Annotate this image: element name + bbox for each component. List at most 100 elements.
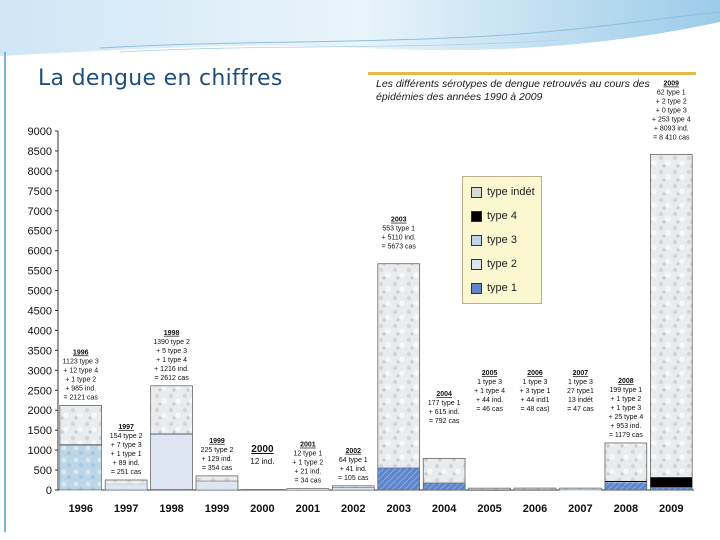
x-tick-label: 1998 — [159, 503, 183, 515]
annotation-line: + 985 ind. — [65, 385, 96, 392]
bar-segment-type-2-1997 — [104, 483, 148, 491]
slide-title: La dengue en chiffres — [38, 66, 283, 91]
y-tick-label: 8500 — [28, 146, 52, 158]
bar-segment-type-3-2001 — [286, 489, 329, 490]
annotation-line: 199 type 1 — [610, 387, 643, 394]
y-tick-label: 8000 — [28, 166, 52, 178]
annotation-line: + 129 ind. — [202, 456, 233, 463]
legend-entry-type-3: type 3 — [471, 233, 517, 247]
annotation-line: = 34 cas — [295, 478, 322, 485]
annotation-line: = 792 cas — [429, 418, 460, 425]
legend-swatch-type-1 — [471, 282, 482, 294]
annotation-line: 1 type 3 — [477, 379, 502, 386]
bar-segment-type-2-1996 — [59, 489, 102, 491]
annotation-line: = 354 cas — [202, 465, 233, 472]
y-tick-label: 3500 — [28, 345, 52, 357]
legend-swatch-type-3 — [471, 234, 482, 246]
annotation-line: + 44 ind. — [476, 397, 503, 404]
x-tick-label: 2000 — [250, 503, 274, 515]
x-tick-label: 1996 — [68, 503, 92, 515]
bar-segment-type-3-1996 — [59, 444, 102, 491]
annotation-year: 1997 — [118, 424, 134, 431]
annotation-line: + 0 type 3 — [656, 108, 687, 115]
bar-segment-type-1-2008 — [604, 481, 648, 491]
x-tick-label: 2007 — [568, 503, 592, 515]
annotation-year: 2009 — [663, 81, 679, 88]
y-tick-label: 5000 — [28, 286, 52, 298]
annotation-line: + 7 type 3 — [111, 442, 142, 449]
annotation-line: + 3 type 1 — [520, 388, 551, 395]
annotation-line: + 953 ind. — [610, 423, 641, 430]
annotation-line: + 1 type 2 — [292, 460, 323, 467]
annotation-line: + 5110 ind. — [382, 235, 416, 242]
annotation-year: 2008 — [618, 378, 634, 385]
annotation-year: 1999 — [209, 438, 225, 445]
x-tick-label: 2009 — [659, 503, 683, 515]
annotation-line: 553 type 1 — [382, 226, 415, 233]
annotation-year: 2000 — [251, 444, 274, 455]
bar-segment-type-1-2004 — [422, 482, 466, 491]
bar-total-2005 — [468, 487, 511, 491]
x-tick-label: 1997 — [114, 503, 138, 515]
y-tick-label: 1000 — [28, 445, 52, 457]
annotation-line: + 1 type 2 — [65, 376, 96, 383]
annotation-line: = 251 cas — [111, 469, 142, 476]
annotation-year: 2002 — [345, 448, 361, 455]
bar-segment-type-4-2008 — [604, 480, 647, 482]
annotation-line: + 5 type 3 — [156, 348, 187, 355]
legend-label: type 2 — [487, 258, 517, 270]
x-tick-label: 2003 — [386, 503, 410, 515]
annotation-line: 1 type 3 — [568, 379, 593, 386]
annotation-year: 1996 — [73, 349, 89, 356]
annotation-line: + 41 ind. — [340, 466, 367, 473]
bar-segment-type-3-1997 — [105, 483, 148, 485]
chart-legend: type indét type 4 type 3 type 2 type 1 — [462, 176, 542, 304]
bar-segment-type-2-1998 — [150, 433, 193, 490]
y-tick-label: 6500 — [28, 226, 52, 238]
y-tick-label: 7500 — [28, 186, 52, 198]
y-tick-label: 6000 — [28, 246, 52, 258]
legend-swatch-type-2 — [471, 258, 482, 270]
annotation-line: 177 type 1 — [428, 400, 461, 407]
y-tick-label: 7000 — [28, 206, 52, 218]
bar-segment-type-4-2009 — [650, 477, 693, 488]
bar-segment-type-3-2007 — [559, 489, 602, 491]
annotation-line: 13 indét — [568, 397, 593, 404]
annotation-line: + 8093 ind. — [654, 126, 689, 133]
annotation-line: + 2 type 2 — [656, 99, 687, 106]
figure-title-rule — [368, 72, 696, 75]
annotation-line: + 253 type 4 — [652, 117, 691, 124]
annotation-line: 12 type 1 — [293, 451, 322, 458]
y-tick-label: 3000 — [28, 365, 52, 377]
annotation-line: = 5673 cas — [381, 244, 416, 251]
annotation-line: 62 type 1 — [657, 90, 686, 97]
annotation-year: 2004 — [436, 391, 452, 398]
header-wave-decoration — [0, 0, 720, 56]
x-tick-label: 2006 — [523, 503, 547, 515]
bar-total-2003 — [377, 263, 421, 491]
legend-entry-type-indet: type indét — [471, 185, 535, 199]
annotation-line: 12 ind. — [250, 457, 274, 466]
y-tick-label: 5500 — [28, 266, 52, 278]
y-tick-label: 2500 — [28, 385, 52, 397]
annotation-line: + 1 type 3 — [610, 405, 641, 412]
legend-label: type 1 — [487, 282, 517, 294]
annotation-line: + 1 type 1 — [111, 451, 142, 458]
bar-segment-type-4-1996 — [59, 444, 102, 446]
chart-annotations: 1996 1123 type 3 + 12 type 4 + 1 type 2 + 98… — [63, 81, 691, 485]
annotation-line: + 1216 ind. — [154, 366, 189, 373]
annotation-line: = 2612 cas — [154, 375, 189, 382]
legend-label: type indét — [487, 186, 535, 198]
x-tick-label: 2008 — [614, 503, 638, 515]
annotation-line: + 44 ind1 — [521, 397, 550, 404]
bar-segment-type-4-2005 — [468, 489, 511, 491]
legend-label: type 3 — [487, 234, 517, 246]
annotation-line: = 105 cas — [338, 475, 369, 482]
annotation-line: 27 type1 — [567, 388, 594, 395]
annotation-year: 1998 — [164, 330, 180, 337]
x-tick-label: 1999 — [205, 503, 229, 515]
annotation-line: + 1 type 4 — [156, 357, 187, 364]
legend-entry-type-2: type 2 — [471, 257, 517, 271]
x-tick-label: 2005 — [477, 503, 501, 515]
y-tick-label: 4500 — [28, 306, 52, 318]
